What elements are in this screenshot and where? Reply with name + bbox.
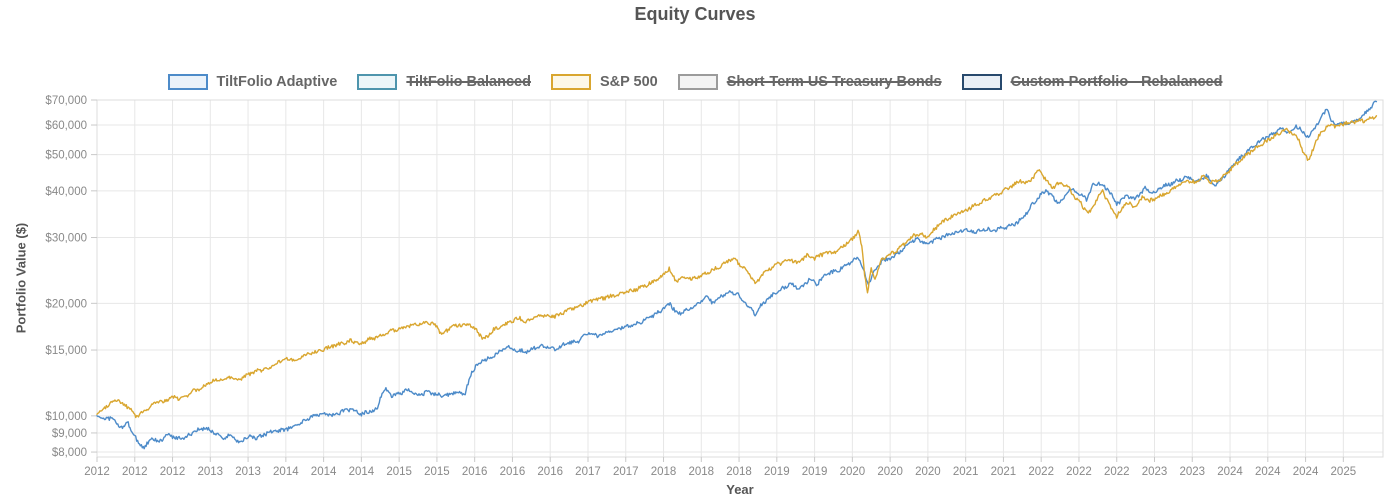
- legend-swatch-icon: [357, 74, 398, 90]
- plot-border: [96, 99, 1384, 458]
- x-tick-label: 2012: [122, 466, 148, 478]
- x-tick-label: 2022: [1028, 466, 1054, 478]
- x-tick-label: 2022: [1104, 466, 1130, 478]
- legend-label: TiltFolio Adaptive: [216, 74, 338, 90]
- x-tick-label: 2016: [537, 466, 563, 478]
- x-tick-label: 2022: [1066, 466, 1092, 478]
- series-line-s-p-500: [96, 115, 1378, 419]
- x-tick-label: 2014: [311, 466, 337, 478]
- x-tick-label: 2017: [575, 466, 601, 478]
- y-tick-label: $40,000: [45, 186, 87, 198]
- x-tick-label: 2013: [198, 466, 224, 478]
- x-tick-label: 2015: [424, 466, 450, 478]
- x-tick-label: 2016: [462, 466, 488, 478]
- legend-item-sp500[interactable]: S&P 500: [550, 74, 658, 90]
- legend-item-custom-portfolio[interactable]: Custom Portfolio - Rebalanced: [961, 74, 1223, 90]
- chart-title: Equity Curves: [634, 4, 756, 24]
- y-tick-label: $50,000: [45, 150, 87, 162]
- legend-item-tiltfolio-balanced[interactable]: TiltFolio Balanced: [357, 74, 531, 90]
- series-line-tiltfolio-adaptive: [96, 100, 1378, 450]
- x-tick-label: 2018: [726, 466, 752, 478]
- legend-label: Short-Term US Treasury Bonds: [726, 74, 942, 90]
- chart-legend: TiltFolio Adaptive TiltFolio Balanced S&…: [0, 74, 1390, 90]
- legend-label: Custom Portfolio - Rebalanced: [1010, 74, 1223, 90]
- y-tick-label: $20,000: [45, 298, 87, 310]
- x-tick-label: 2012: [160, 466, 186, 478]
- legend-item-short-term-treasury[interactable]: Short-Term US Treasury Bonds: [677, 74, 942, 90]
- x-tick-label: 2021: [953, 466, 979, 478]
- x-tick-label: 2023: [1179, 466, 1205, 478]
- x-tick-label: 2014: [349, 466, 375, 478]
- x-tick-label: 2024: [1255, 466, 1281, 478]
- x-tick-label: 2020: [877, 466, 903, 478]
- x-tick-label: 2020: [915, 466, 941, 478]
- x-tick-label: 2023: [1142, 466, 1168, 478]
- x-tick-label: 2018: [651, 466, 677, 478]
- x-tick-label: 2013: [235, 466, 261, 478]
- y-tick-label: $9,000: [52, 428, 87, 440]
- x-tick-label: 2017: [613, 466, 639, 478]
- y-tick-label: $70,000: [45, 95, 87, 107]
- y-tick-label: $10,000: [45, 411, 87, 423]
- legend-swatch-icon: [167, 74, 208, 90]
- x-tick-label: 2020: [840, 466, 866, 478]
- y-tick-label: $15,000: [45, 345, 87, 357]
- x-tick-label: 2018: [688, 466, 714, 478]
- legend-swatch-icon: [961, 74, 1002, 90]
- x-tick-label: 2024: [1293, 466, 1319, 478]
- legend-swatch-icon: [550, 74, 591, 90]
- x-tick-label: 2025: [1331, 466, 1357, 478]
- x-tick-label: 2019: [802, 466, 828, 478]
- x-tick-label: 2015: [386, 466, 412, 478]
- y-tick-label: $8,000: [52, 447, 87, 459]
- x-tick-label: 2014: [273, 466, 299, 478]
- y-tick-label: $30,000: [45, 233, 87, 245]
- x-tick-label: 2012: [84, 466, 110, 478]
- x-axis-title: Year: [726, 482, 754, 497]
- y-tick-label: $60,000: [45, 120, 87, 132]
- x-tick-label: 2016: [500, 466, 526, 478]
- x-tick-label: 2019: [764, 466, 790, 478]
- x-tick-label: 2021: [991, 466, 1017, 478]
- legend-label: TiltFolio Balanced: [406, 74, 531, 90]
- legend-swatch-icon: [677, 74, 718, 90]
- legend-label: S&P 500: [599, 74, 658, 90]
- legend-item-tiltfolio-adaptive[interactable]: TiltFolio Adaptive: [167, 74, 338, 90]
- x-tick-label: 2024: [1217, 466, 1243, 478]
